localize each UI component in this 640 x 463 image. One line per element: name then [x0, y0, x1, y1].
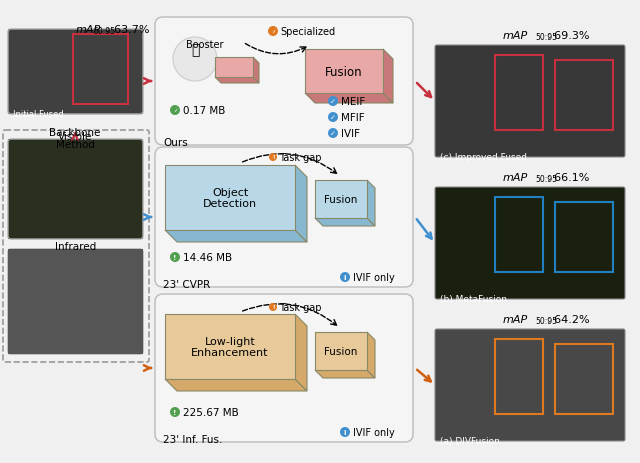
Bar: [8, 30, 143, 115]
Text: Booster: Booster: [186, 40, 224, 50]
Text: Ours: Ours: [163, 138, 188, 148]
Circle shape: [269, 154, 277, 162]
FancyBboxPatch shape: [155, 148, 413, 288]
FancyBboxPatch shape: [155, 294, 413, 442]
Text: i: i: [344, 429, 346, 435]
Polygon shape: [315, 370, 375, 378]
Text: mAP: mAP: [502, 173, 527, 182]
Circle shape: [328, 129, 338, 139]
FancyBboxPatch shape: [8, 250, 143, 354]
FancyBboxPatch shape: [315, 181, 367, 219]
Text: ✓: ✓: [330, 99, 336, 105]
Circle shape: [328, 113, 338, 123]
Text: IVIF only: IVIF only: [353, 427, 395, 437]
Text: 🚀: 🚀: [191, 43, 199, 57]
Text: ✓: ✓: [330, 115, 336, 121]
Bar: [555, 344, 613, 414]
Bar: [495, 339, 543, 414]
Text: : 66.1%: : 66.1%: [547, 173, 589, 182]
Text: Low-light
Enhancement: Low-light Enhancement: [191, 336, 269, 357]
Text: mAP: mAP: [502, 31, 527, 41]
Text: mAP: mAP: [502, 314, 527, 324]
Text: ✓: ✓: [271, 30, 275, 34]
Text: Task gap: Task gap: [279, 302, 321, 313]
Bar: [8, 140, 143, 239]
Text: : 64.2%: : 64.2%: [547, 314, 589, 324]
FancyBboxPatch shape: [155, 18, 413, 146]
Polygon shape: [165, 379, 307, 391]
Polygon shape: [367, 332, 375, 378]
Text: !: !: [173, 409, 177, 415]
Text: (b) MetaFusion: (b) MetaFusion: [440, 294, 507, 303]
Polygon shape: [295, 314, 307, 391]
Text: Initial Fused: Initial Fused: [13, 110, 64, 119]
Text: !: !: [173, 255, 177, 260]
Bar: [555, 202, 613, 272]
Text: IVIF: IVIF: [341, 129, 360, 139]
Text: MEIF: MEIF: [341, 97, 365, 107]
Text: Object
Detection: Object Detection: [203, 188, 257, 209]
Circle shape: [340, 427, 350, 437]
Circle shape: [170, 407, 180, 417]
Polygon shape: [305, 94, 393, 104]
Polygon shape: [165, 231, 307, 243]
Bar: [435, 188, 625, 300]
Polygon shape: [253, 58, 259, 84]
Text: : 69.3%: : 69.3%: [547, 31, 589, 41]
Text: i: i: [344, 275, 346, 281]
Text: 50:95: 50:95: [535, 175, 557, 184]
Text: (a) DIVFusion: (a) DIVFusion: [440, 436, 500, 445]
Circle shape: [170, 252, 180, 263]
Text: 23' Inf. Fus.: 23' Inf. Fus.: [163, 434, 222, 444]
Text: 0.17 MB: 0.17 MB: [183, 106, 225, 116]
Bar: [73, 35, 128, 105]
Text: ✓: ✓: [330, 131, 336, 137]
Circle shape: [170, 106, 180, 116]
FancyBboxPatch shape: [215, 58, 253, 78]
Bar: [8, 250, 143, 354]
Bar: [495, 198, 543, 272]
Text: Backbone
Method: Backbone Method: [49, 128, 100, 149]
Text: IVIF only: IVIF only: [353, 272, 395, 282]
FancyBboxPatch shape: [165, 166, 295, 231]
Text: 23' CVPR: 23' CVPR: [163, 279, 211, 289]
Bar: [435, 46, 625, 158]
Text: 14.46 MB: 14.46 MB: [183, 252, 232, 263]
Text: Specialized: Specialized: [280, 27, 335, 37]
Text: Fusion: Fusion: [325, 65, 363, 78]
Text: 50:95: 50:95: [535, 317, 557, 326]
Text: 225.67 MB: 225.67 MB: [183, 407, 239, 417]
Bar: [495, 56, 543, 131]
Text: : 63.7%: : 63.7%: [106, 25, 149, 35]
Polygon shape: [295, 166, 307, 243]
Circle shape: [340, 272, 350, 282]
FancyBboxPatch shape: [165, 314, 295, 379]
FancyBboxPatch shape: [305, 50, 383, 94]
Text: 50:95: 50:95: [93, 27, 115, 36]
Bar: [555, 61, 613, 131]
Circle shape: [328, 97, 338, 107]
Circle shape: [173, 38, 217, 82]
Bar: [435, 329, 625, 441]
Text: !: !: [272, 305, 275, 310]
Text: 50:95: 50:95: [535, 33, 557, 43]
Circle shape: [269, 303, 277, 311]
Text: (c) Improved Fused: (c) Improved Fused: [440, 153, 527, 162]
Text: ✓: ✓: [173, 108, 177, 113]
Text: mAP: mAP: [76, 25, 100, 35]
Text: Fusion: Fusion: [324, 194, 358, 205]
Text: !: !: [272, 155, 275, 160]
Polygon shape: [315, 219, 375, 226]
Text: Infrared: Infrared: [55, 242, 96, 251]
FancyBboxPatch shape: [315, 332, 367, 370]
Text: Fusion: Fusion: [324, 346, 358, 356]
Text: MFIF: MFIF: [341, 113, 365, 123]
Polygon shape: [215, 78, 259, 84]
Circle shape: [268, 27, 278, 37]
Polygon shape: [383, 50, 393, 104]
Text: Task gap: Task gap: [279, 153, 321, 163]
Text: Visible: Visible: [58, 131, 93, 142]
Polygon shape: [367, 181, 375, 226]
